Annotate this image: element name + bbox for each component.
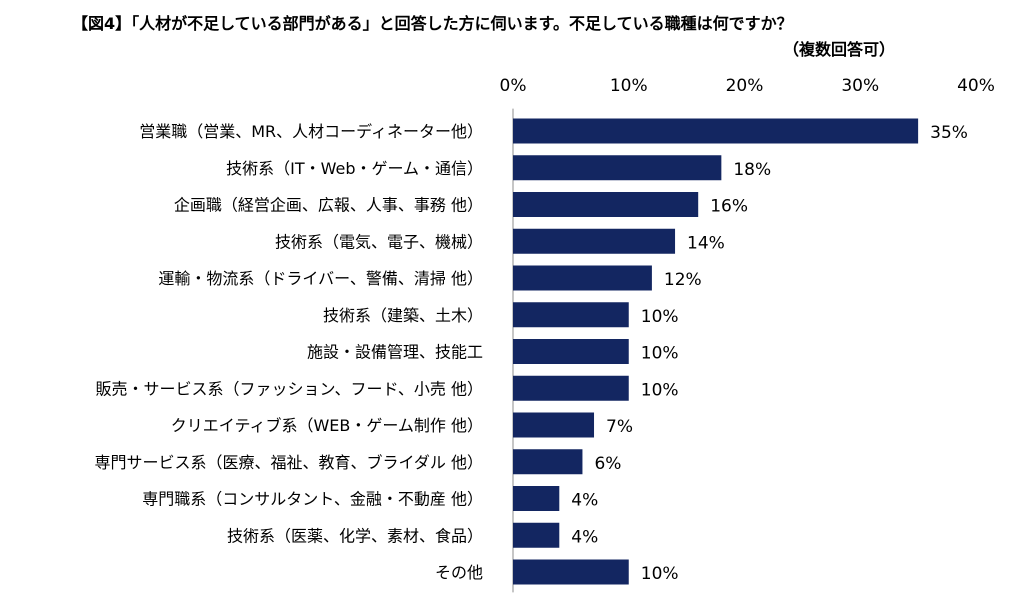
data-label: 4% [571, 527, 598, 547]
bar [513, 486, 560, 511]
bar [513, 339, 629, 364]
data-label: 16% [710, 197, 748, 217]
x-tick-label: 40% [957, 76, 995, 96]
bar [513, 522, 560, 548]
chart-subtitle: （複数回答可） [782, 40, 895, 59]
data-label: 6% [594, 454, 621, 474]
category-label: 技術系（医薬、化学、素材、食品） [227, 526, 483, 545]
bar [513, 118, 919, 144]
bar [513, 192, 699, 217]
category-label: 運輸・物流系（ドライバー、警備、清掃 他） [158, 269, 483, 288]
category-label: クリエイティブ系（WEB・ゲーム制作 他） [171, 416, 483, 435]
data-label: 10% [641, 564, 679, 584]
chart-title: 【図4】「人材が不足している部門がある」と回答した方に伺います。不足している職種… [72, 14, 793, 33]
data-label: 7% [606, 417, 633, 437]
category-label: 技術系（電気、電子、機械） [275, 232, 483, 251]
x-tick-label: 20% [726, 76, 764, 96]
x-tick-label: 0% [500, 76, 527, 96]
data-label: 14% [687, 233, 725, 253]
bar [513, 559, 629, 585]
category-label: 営業職（営業、MR、人材コーディネーター他） [139, 122, 483, 141]
category-label: 専門職系（コンサルタント、金融・不動産 他） [142, 490, 483, 509]
data-label: 10% [641, 380, 679, 400]
category-label: 販売・サービス系（ファッション、フード、小売 他） [96, 379, 484, 398]
data-label: 10% [641, 307, 679, 327]
bar [513, 228, 676, 254]
data-label: 4% [571, 491, 598, 511]
bar [513, 265, 652, 291]
category-label: 技術系（建築、土木） [323, 306, 483, 325]
data-label: 18% [733, 160, 771, 180]
data-label: 35% [930, 123, 968, 143]
category-label: その他 [435, 563, 483, 582]
category-label: 技術系（IT・Web・ゲーム・通信） [226, 159, 483, 178]
bar [513, 302, 629, 328]
data-label: 10% [641, 344, 679, 364]
category-label: 施設・設備管理、技能工 [307, 343, 483, 362]
bar [513, 412, 595, 438]
data-label: 12% [664, 270, 702, 290]
x-tick-label: 30% [841, 76, 879, 96]
category-label: 企画職（経営企画、広報、人事、事務 他） [174, 196, 483, 215]
bar [513, 155, 722, 181]
bar [513, 449, 583, 475]
bar [513, 375, 629, 401]
category-label: 専門サービス系（医療、福祉、教育、ブライダル 他） [95, 453, 483, 472]
x-tick-label: 10% [610, 76, 648, 96]
